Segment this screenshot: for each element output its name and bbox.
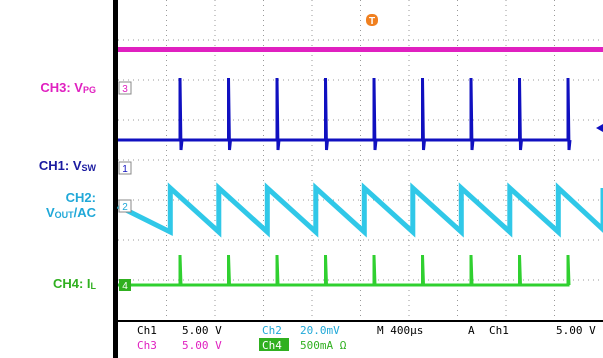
readout-text: Ch4 bbox=[262, 339, 282, 352]
label-part: OUT bbox=[54, 210, 74, 220]
readout-text: 5.00 V bbox=[182, 324, 222, 337]
traces bbox=[116, 47, 603, 287]
channel-marker-label: 3 bbox=[122, 84, 128, 95]
readout-text: Ch1 bbox=[489, 324, 509, 337]
channel-label: CH2: VOUT/AC bbox=[0, 190, 96, 220]
readout-text: Ch1 bbox=[137, 324, 157, 337]
label-part: CH4: I bbox=[52, 276, 91, 291]
ch4-trace bbox=[118, 254, 571, 287]
readout-text: A bbox=[468, 324, 475, 337]
readout-text: Ch2 bbox=[262, 324, 282, 337]
channel-label: CH4: IL bbox=[0, 276, 96, 291]
channel-marker-label: 2 bbox=[122, 202, 128, 213]
label-part: SW bbox=[81, 163, 97, 173]
ch1-trace bbox=[118, 77, 572, 151]
label-line: CH2: bbox=[0, 190, 96, 205]
readout-text: 500mA Ω bbox=[300, 339, 347, 352]
markers: T 3 1 2 4 bbox=[118, 14, 603, 292]
readout-text: Ch3 bbox=[137, 339, 157, 352]
channel-label: CH1: VSW bbox=[0, 158, 96, 173]
readout-area bbox=[118, 322, 603, 358]
readout: Ch1 5.00 V Ch2 20.0mV M 400µs A Ch1 5.00 V Ch3 5.… bbox=[137, 324, 596, 352]
ch4-badge bbox=[259, 338, 289, 351]
label-line: CH4: IL bbox=[0, 276, 96, 291]
channel-marker-label: 1 bbox=[122, 164, 128, 175]
ch2-trace bbox=[116, 182, 603, 238]
label-part: L bbox=[90, 281, 97, 291]
ch3-trace bbox=[118, 47, 603, 52]
channel-marker bbox=[118, 161, 132, 175]
label-part: CH1: V bbox=[38, 158, 82, 173]
trigger-marker bbox=[366, 14, 378, 26]
channel-marker bbox=[119, 279, 131, 291]
label-part: PG bbox=[82, 85, 96, 95]
channel-marker-label: 4 bbox=[122, 281, 128, 292]
label-line: VOUT/AC bbox=[0, 205, 96, 220]
channel-marker bbox=[118, 81, 132, 95]
readout-text: 20.0mV bbox=[300, 324, 340, 337]
channel-marker bbox=[118, 199, 132, 213]
trigger-level bbox=[596, 124, 603, 132]
grid bbox=[118, 0, 603, 320]
readout-text: M 400µs bbox=[377, 324, 423, 337]
trigger-label: T bbox=[369, 16, 375, 27]
label-part: CH3: V bbox=[40, 80, 83, 95]
label-part: V bbox=[45, 205, 55, 220]
readout-text: 5.00 V bbox=[182, 339, 222, 352]
label-line: CH1: VSW bbox=[0, 158, 96, 173]
label-part: CH2: bbox=[65, 190, 96, 205]
label-line: CH3: VPG bbox=[0, 80, 96, 95]
channel-label: CH3: VPG bbox=[0, 80, 96, 95]
label-part: /AC bbox=[73, 205, 96, 220]
readout-text: 5.00 V bbox=[556, 324, 596, 337]
